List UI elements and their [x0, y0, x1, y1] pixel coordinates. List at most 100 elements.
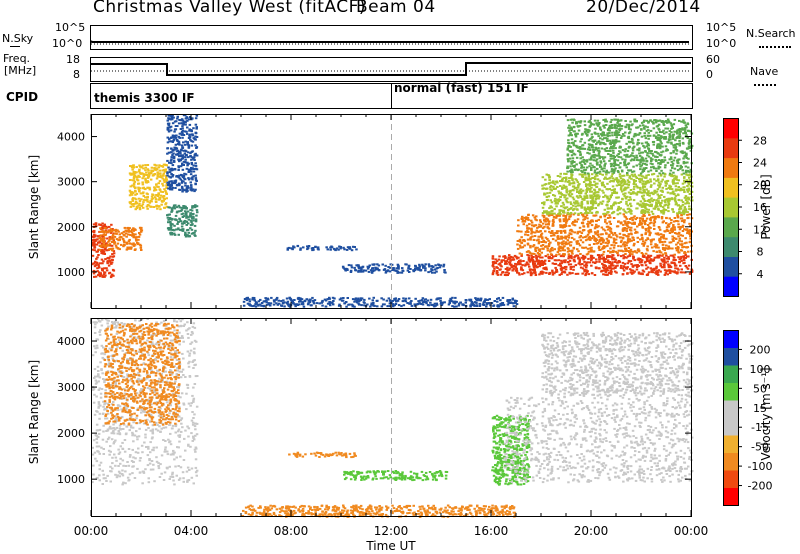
range-gate-cell [620, 255, 623, 258]
range-gate-cell [546, 218, 550, 221]
range-gate-cell [361, 270, 365, 273]
range-gate-cell [171, 154, 174, 157]
range-gate-cell [259, 303, 262, 306]
range-gate-cell [686, 246, 690, 249]
range-gate-cell [421, 303, 425, 306]
range-gate-cell [91, 243, 95, 246]
range-gate-cell [644, 150, 647, 153]
range-gate-cell [669, 169, 673, 172]
range-gate-cell [170, 147, 173, 150]
range-gate-cell [671, 238, 674, 241]
range-gate-cell [660, 142, 663, 145]
cpid-label: CPID [6, 90, 39, 104]
range-gate-cell [577, 146, 580, 149]
range-gate-cell [518, 259, 521, 262]
range-gate-cell [684, 252, 687, 254]
range-gate-cell [671, 136, 675, 139]
range-gate-cell [189, 208, 192, 211]
status-lines [90, 40, 691, 76]
range-gate-cell [665, 187, 668, 190]
range-gate-cell [369, 269, 373, 272]
range-gate-cell [94, 264, 97, 267]
range-gate-cell [575, 179, 579, 182]
range-gate-cell [641, 175, 645, 178]
range-gate-cell [182, 180, 185, 183]
range-gate-cell [617, 205, 620, 208]
range-gate-cell [656, 193, 659, 196]
range-gate-cell [534, 272, 537, 274]
range-gate-cell [666, 247, 670, 250]
range-gate-cell [624, 192, 627, 195]
range-gate-cell [677, 186, 680, 188]
range-gate-cell [570, 206, 573, 209]
cpid-segment-2: normal (fast) 151 IF [394, 81, 529, 95]
range-gate-cell [671, 162, 675, 165]
range-gate-cell [381, 303, 385, 306]
range-gate-cell [191, 167, 194, 170]
range-gate-cell [574, 135, 578, 138]
range-gate-cell [433, 271, 437, 274]
range-gate-cell [609, 272, 613, 275]
range-gate-cell [111, 233, 115, 236]
range-gate-cell [105, 242, 108, 245]
range-gate-cell [354, 269, 357, 271]
range-gate-cell [567, 126, 570, 129]
range-gate-cell [540, 251, 543, 254]
range-gate-cell [610, 232, 613, 235]
range-gate-cell [658, 184, 662, 187]
range-gate-cell [671, 247, 674, 250]
range-gate-cell [616, 261, 620, 264]
range-gate-cell [357, 270, 360, 273]
range-gate-cell [593, 231, 597, 234]
range-gate-cell [657, 215, 660, 218]
range-gate-cell [598, 238, 602, 241]
range-gate-cell [647, 271, 651, 274]
range-gate-cell [684, 256, 687, 259]
range-gate-cell [553, 248, 556, 251]
range-gate-cell [551, 249, 554, 252]
range-gate-cell [127, 233, 130, 236]
range-gate-cell [561, 243, 564, 246]
range-gate-cell [569, 228, 573, 231]
range-gate-cell [397, 304, 401, 307]
range-gate-cell [188, 136, 191, 139]
range-gate-cell [550, 189, 553, 192]
range-gate-cell [184, 156, 187, 159]
range-gate-cell [521, 264, 524, 267]
range-gate-cell [508, 261, 511, 264]
range-gate-cell [287, 246, 291, 249]
range-gate-cell [624, 125, 627, 128]
range-gate-cell [609, 143, 612, 146]
range-gate-cell [437, 263, 440, 266]
range-gate-cell [166, 141, 170, 144]
range-gate-cell [593, 153, 596, 156]
range-gate-cell [658, 147, 662, 150]
range-gate-cell [580, 166, 583, 169]
range-gate-cell [653, 189, 657, 192]
range-gate-cell [687, 157, 690, 160]
range-gate-cell [632, 199, 636, 202]
range-gate-cell [641, 197, 645, 200]
range-gate-cell [149, 172, 153, 174]
range-gate-cell [532, 266, 536, 269]
range-gate-cell [625, 227, 629, 230]
range-gate-cell [168, 126, 172, 129]
range-gate-cell [153, 163, 156, 166]
range-gate-cell [623, 244, 627, 247]
range-gate-cell [112, 269, 116, 272]
range-gate-cell [684, 271, 687, 274]
range-gate-cell [142, 206, 145, 209]
range-gate-cell [133, 171, 137, 173]
range-gate-cell [635, 230, 638, 233]
range-gate-cell [645, 203, 648, 206]
range-gate-cell [671, 231, 674, 234]
range-gate-cell [412, 269, 415, 272]
range-gate-cell [318, 302, 321, 305]
range-gate-cell [605, 213, 608, 216]
range-gate-cell [555, 230, 559, 233]
range-gate-cell [626, 240, 630, 243]
range-gate-cell [596, 254, 600, 257]
range-gate-cell [561, 186, 564, 189]
range-gate-cell [626, 172, 629, 174]
range-gate-cell [564, 216, 567, 219]
